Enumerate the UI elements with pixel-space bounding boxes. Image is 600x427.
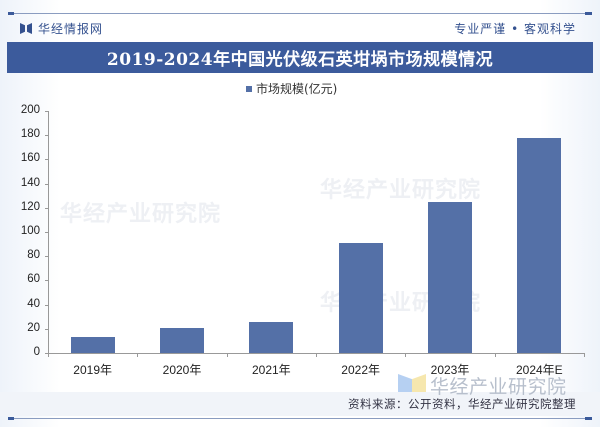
y-tick-label: 100 <box>20 225 40 237</box>
bottom-divider-cap <box>585 417 592 420</box>
bar-2023年 <box>428 201 472 353</box>
y-tick <box>45 207 49 209</box>
y-tick-label: 40 <box>27 297 40 310</box>
x-tick <box>316 353 317 357</box>
chart-title: 2019-2024年中国光伏级石英坩埚市场规模情况 <box>106 50 494 70</box>
legend: 市场规模(亿元) <box>246 80 337 97</box>
bar-2020年 <box>160 327 204 353</box>
y-tick <box>45 256 49 258</box>
legend-label: 市场规模(亿元) <box>256 82 338 96</box>
x-tick <box>48 353 49 357</box>
bottom-divider-cap <box>8 417 14 420</box>
bottom-divider <box>8 418 592 419</box>
footer-band <box>0 392 600 416</box>
y-tick-label: 120 <box>20 200 40 213</box>
chart-title-bar: 2019-2024年中国光伏级石英坩埚市场规模情况 <box>7 42 593 73</box>
x-tick <box>584 353 585 357</box>
top-divider-cap <box>8 12 14 15</box>
bar-2024年E <box>517 137 562 353</box>
y-tick <box>45 304 49 306</box>
source-note: 资料来源：公开资料，华经产业研究院整理 <box>348 397 576 411</box>
y-tick-label: 200 <box>20 104 40 116</box>
top-divider <box>8 13 592 14</box>
y-tick <box>45 328 49 330</box>
y-tick-label: 60 <box>27 273 40 286</box>
watermark-ghost: 华经产业研究院 <box>60 202 222 227</box>
watermark-text: 华经产业研究院 <box>430 376 567 398</box>
slogan: 专业严谨 • 客观科学 <box>454 22 576 36</box>
top-divider-cap <box>585 12 592 15</box>
x-tick-label: 2022年 <box>341 363 380 377</box>
x-tick-label: 2020年 <box>162 363 202 377</box>
y-tick <box>45 135 49 137</box>
y-tick <box>45 280 49 282</box>
y-tick <box>45 232 49 233</box>
bar-2022年 <box>338 242 383 353</box>
y-tick <box>45 111 49 112</box>
y-tick-label: 160 <box>20 152 40 165</box>
legend-swatch <box>246 85 252 92</box>
x-tick-label: 2024年E <box>515 363 563 377</box>
x-tick <box>494 353 496 357</box>
y-tick-label: 140 <box>20 176 40 189</box>
y-tick-label: 180 <box>20 128 40 141</box>
y-tick <box>45 353 49 354</box>
x-tick-label: 2023年 <box>430 363 470 377</box>
watermark-ghost: 华经产业研究院 <box>320 178 482 203</box>
y-tick-label: 0 <box>33 346 40 358</box>
x-tick <box>137 353 139 357</box>
y-tick-label: 80 <box>27 249 40 262</box>
x-tick <box>226 353 228 357</box>
bar-2019年 <box>70 337 115 353</box>
x-tick-label: 2019年 <box>73 363 112 377</box>
y-tick <box>45 159 49 161</box>
brand-name: 华经情报网 <box>38 22 104 36</box>
x-tick-label: 2021年 <box>251 363 291 377</box>
y-tick <box>45 183 49 185</box>
y-tick-label: 20 <box>27 321 40 334</box>
brand: 华经情报网 <box>20 20 103 37</box>
x-tick <box>405 353 407 357</box>
bar-2021年 <box>249 321 294 353</box>
